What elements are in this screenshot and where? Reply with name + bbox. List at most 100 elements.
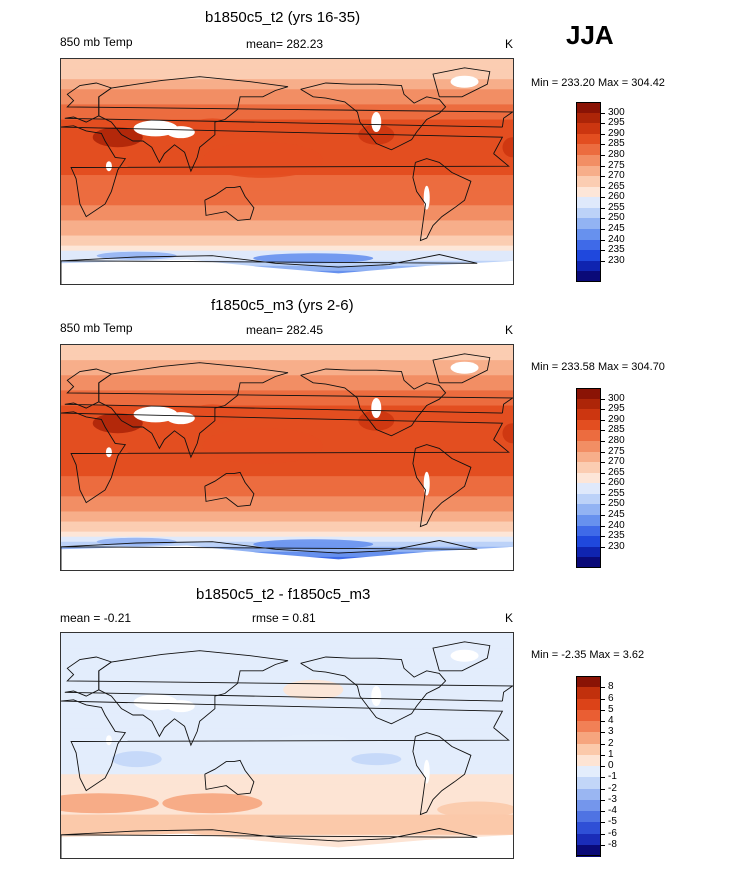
contour-band	[61, 365, 513, 371]
contour-band	[61, 648, 513, 654]
colorbar-3-tick	[601, 822, 605, 824]
contour-band	[61, 104, 513, 111]
contour-band	[61, 360, 513, 366]
contour-band	[61, 728, 513, 735]
terrain-mask	[371, 112, 382, 133]
contour-band	[61, 350, 513, 356]
colorbar-1-swatch	[576, 176, 601, 188]
colorbar-1-label: 240	[608, 233, 625, 245]
colorbar-1-swatch	[576, 133, 601, 145]
colorbar-3-swatch	[576, 754, 601, 767]
map-2-svg	[61, 345, 513, 570]
colorbar-2-swatch	[576, 504, 601, 516]
colorbar-1-swatch	[576, 197, 601, 209]
colorbar-1-tick	[601, 207, 605, 209]
colorbar-2-swatch	[576, 557, 601, 569]
colorbar-1-swatch	[576, 165, 601, 177]
coastline	[412, 444, 472, 528]
colorbar-2-swatch	[576, 398, 601, 410]
colorbar-2-label: 265	[608, 466, 625, 478]
contour-band	[61, 521, 513, 528]
coastline	[61, 540, 478, 570]
contour-band	[61, 678, 513, 685]
map-1-svg	[61, 59, 513, 284]
colorbar-1-label: 275	[608, 159, 625, 171]
colorbar-1-swatch	[576, 271, 601, 283]
contour-band	[61, 185, 513, 191]
colorbar-1-swatch	[576, 144, 601, 156]
colorbar-2-tick	[601, 546, 605, 548]
season-label: JJA	[566, 20, 614, 50]
colorbar-2: 300 295 290 285 280 275 270 265 260 255 250 245 240 2…	[576, 388, 625, 569]
contour-band	[61, 109, 513, 116]
coastline	[61, 699, 510, 792]
contour-band	[61, 195, 513, 201]
panel3-minmax: Min = -2.35 Max = 3.62	[531, 649, 645, 661]
panel1-title: b1850c5_t2 (yrs 16-35)	[205, 9, 361, 26]
contour-band	[61, 89, 513, 95]
colorbar-3-swatch	[576, 743, 601, 756]
colorbar-3-tick	[601, 743, 605, 745]
coastline	[204, 471, 255, 507]
colorbar-3-label: 5	[608, 703, 614, 715]
panel1-units: K	[505, 37, 514, 51]
colorbar-3-tick	[601, 732, 605, 734]
terrain-mask	[450, 649, 479, 662]
panel1-minmax: Min = 233.20 Max = 304.42	[531, 77, 665, 89]
antarctica-mask	[61, 833, 513, 858]
contour-band	[61, 789, 513, 796]
colorbar-1-tick	[601, 165, 605, 167]
colorbar-1-swatch	[576, 207, 601, 219]
contour-band	[61, 345, 513, 351]
colorbar-3-tick	[601, 698, 605, 700]
colorbar-1-tick	[601, 229, 605, 231]
antarctica-mask	[61, 259, 513, 284]
contour-band	[61, 486, 513, 492]
colorbar-3-tick	[601, 709, 605, 711]
contour-band	[61, 380, 513, 386]
colorbar-1-label: 300	[608, 106, 625, 118]
terrain-mask	[105, 735, 112, 746]
contour-band	[61, 526, 513, 533]
colorbar-2-swatch	[576, 536, 601, 548]
contour-band	[61, 124, 513, 131]
colorbar-2-swatch	[576, 462, 601, 474]
colorbar-1-label: 260	[608, 191, 625, 203]
colorbar-1-tick	[601, 112, 605, 114]
coastline	[432, 353, 491, 384]
contour-band	[61, 245, 513, 252]
colorbar-3-label: 2	[608, 737, 614, 749]
colorbar-3-tick	[601, 754, 605, 756]
colorbar-2-swatch	[576, 546, 601, 558]
map-panel-1	[60, 58, 514, 285]
colorbar-3-label: -5	[608, 816, 617, 828]
contour-band	[61, 59, 513, 65]
contour-band	[61, 99, 513, 105]
contour-band	[61, 764, 513, 770]
colorbar-2-swatch	[576, 430, 601, 442]
colorbar-1-tick	[601, 260, 605, 262]
contour-band	[61, 511, 513, 518]
terrain-mask	[371, 686, 382, 707]
contour-band	[61, 531, 513, 538]
contour-blob	[162, 793, 263, 814]
colorbar-1-swatch	[576, 229, 601, 241]
contour-band	[61, 79, 513, 85]
coastline	[98, 76, 289, 173]
contour-band	[61, 839, 513, 846]
terrain-mask	[450, 75, 479, 88]
contour-band	[61, 69, 513, 75]
colorbar-2-label: 285	[608, 424, 625, 436]
panel2-mean: mean= 282.45	[246, 323, 324, 337]
contour-blob	[502, 423, 513, 444]
coastline	[300, 656, 447, 725]
contour-blob	[92, 413, 143, 434]
contour-band	[61, 718, 513, 725]
contour-band	[61, 638, 513, 644]
colorbar-2-tick	[601, 483, 605, 485]
colorbar-3-swatch	[576, 799, 601, 812]
coastline	[412, 158, 472, 242]
contour-blob	[351, 753, 402, 766]
terrain-mask	[166, 700, 195, 713]
contour-band	[61, 536, 513, 543]
